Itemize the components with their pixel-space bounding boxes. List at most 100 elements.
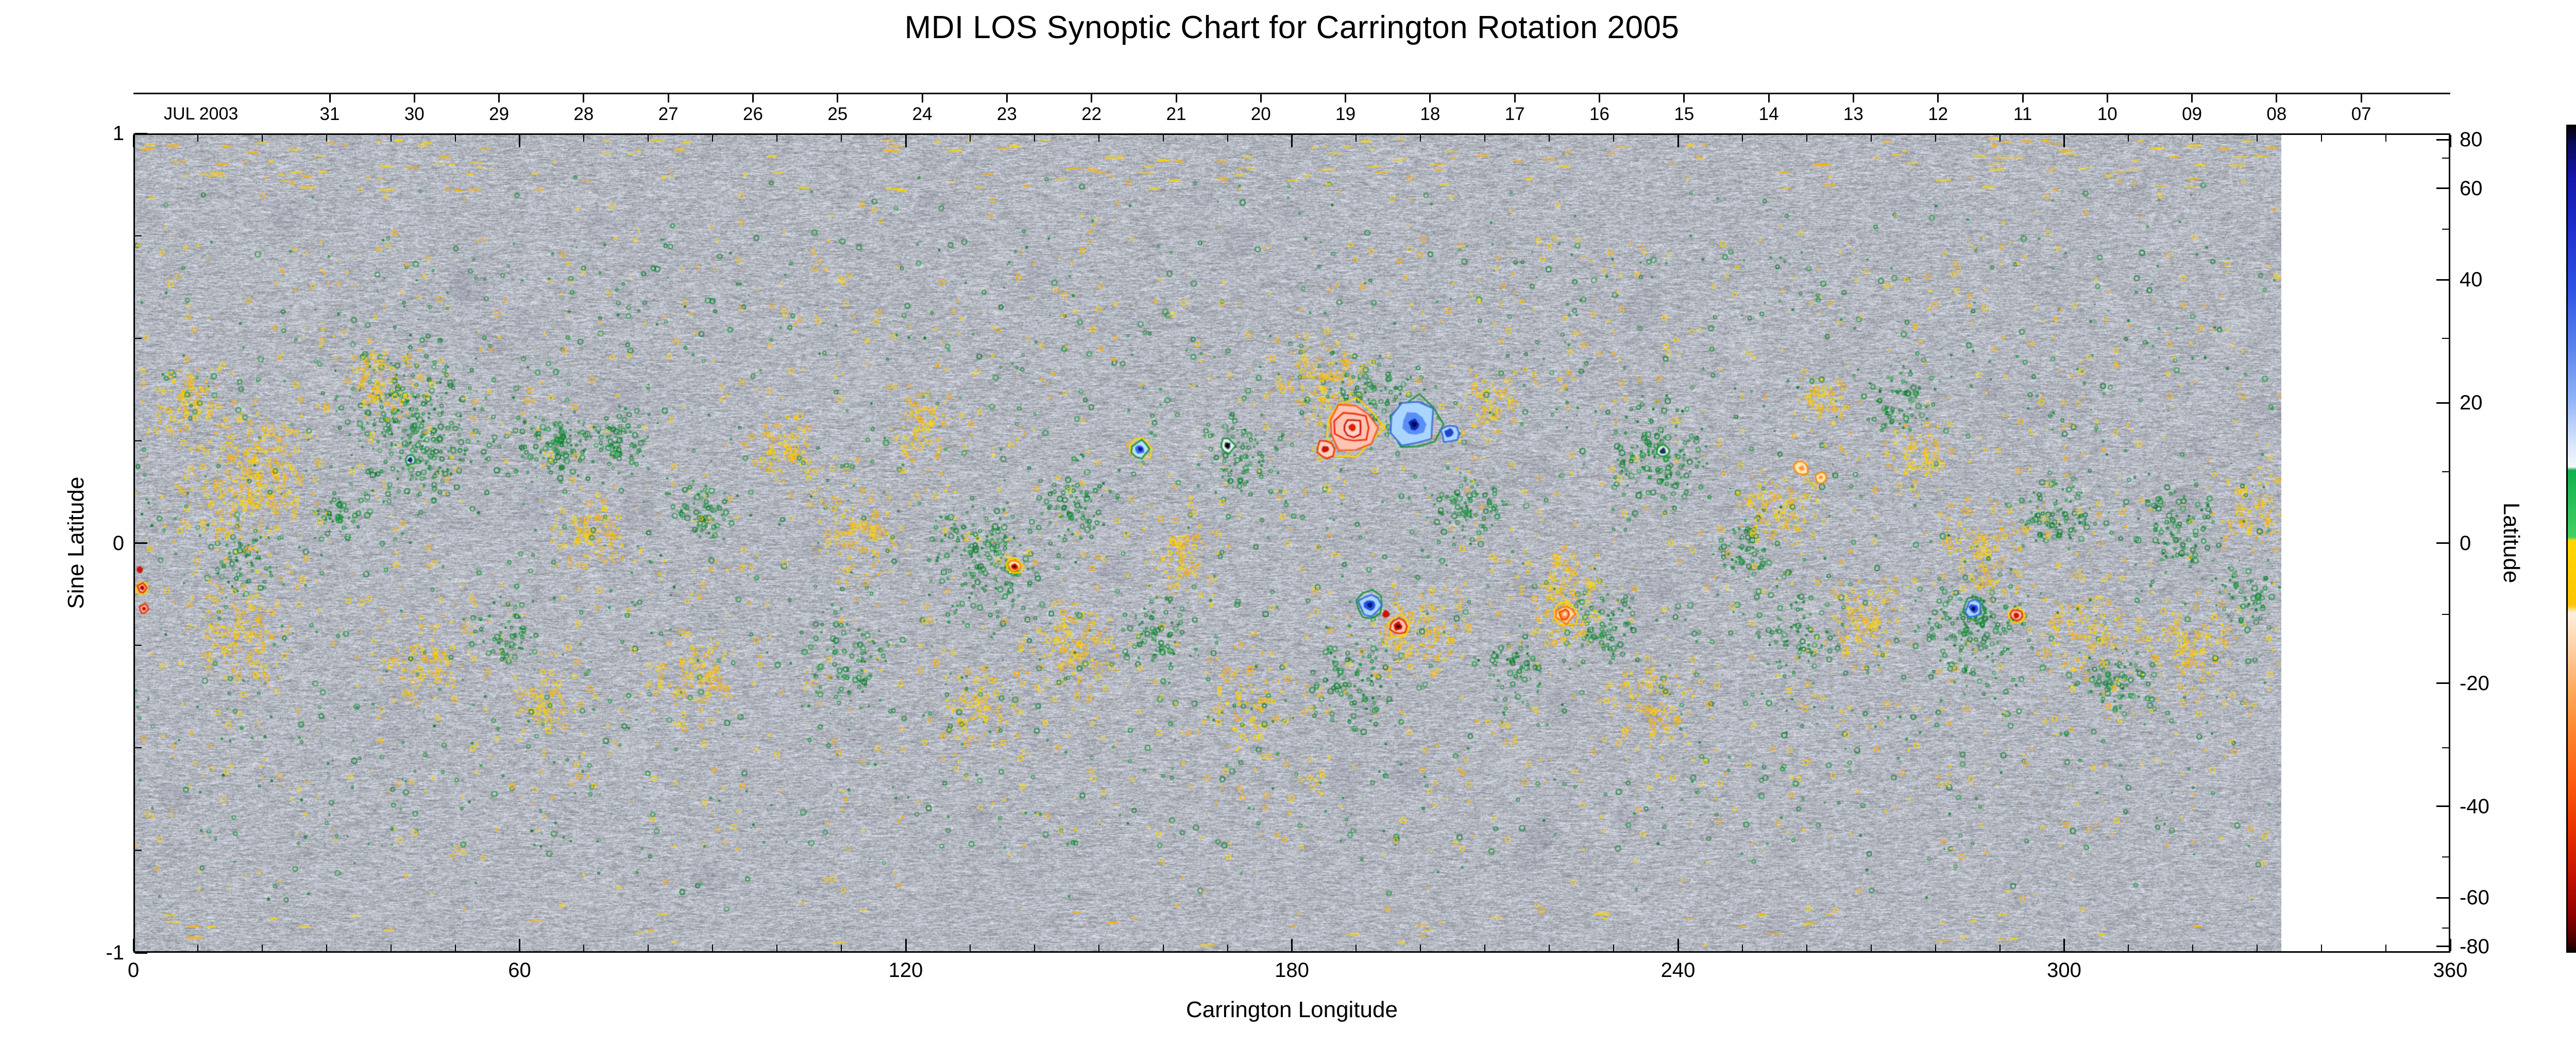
x-tick-label: 240 xyxy=(1660,959,1696,982)
x-tick-label: 60 xyxy=(508,959,531,982)
latitude-tick-label: 60 xyxy=(2460,177,2483,200)
date-tick xyxy=(2276,94,2278,102)
date-tick-label: 19 xyxy=(1335,104,1356,124)
colorbar xyxy=(2566,125,2576,953)
x-minor-tick xyxy=(841,945,842,951)
date-tick-label: 23 xyxy=(996,104,1017,124)
x-minor-tick xyxy=(648,945,649,951)
x-minor-tick xyxy=(1420,945,1421,951)
latitude-minor-tick xyxy=(2442,928,2449,929)
date-tick xyxy=(329,94,331,102)
x-minor-tick xyxy=(1999,945,2001,951)
date-tick-label: 09 xyxy=(2182,104,2202,124)
x-minor-tick-top xyxy=(1549,135,1550,142)
x-minor-tick xyxy=(1935,945,1936,951)
sine-minor-tick xyxy=(135,235,142,236)
date-tick-label: 08 xyxy=(2266,104,2287,124)
x-tick xyxy=(1677,939,1679,951)
x-minor-tick xyxy=(1162,945,1164,951)
date-tick-label: 21 xyxy=(1166,104,1187,124)
x-minor-tick-top xyxy=(648,135,649,142)
x-tick-label: 360 xyxy=(2433,959,2468,982)
x-minor-tick-top xyxy=(197,135,198,142)
date-tick xyxy=(667,94,669,102)
date-tick xyxy=(837,94,839,102)
latitude-tick-label: -20 xyxy=(2460,672,2489,695)
x-minor-tick xyxy=(1033,945,1035,951)
date-tick xyxy=(1091,94,1093,102)
latitude-tick xyxy=(2436,187,2449,190)
sine-minor-tick xyxy=(135,337,142,339)
plot-frame xyxy=(133,133,2450,953)
x-minor-tick-top xyxy=(454,135,456,142)
date-tick-label: 12 xyxy=(1928,104,1948,124)
date-tick xyxy=(1852,94,1854,102)
latitude-tick xyxy=(2436,682,2449,684)
x-minor-tick-top xyxy=(1999,135,2001,142)
date-tick-label: 29 xyxy=(489,104,510,124)
chart-title: MDI LOS Synoptic Chart for Carrington Ro… xyxy=(904,10,1680,45)
date-tick-label: 27 xyxy=(658,104,679,124)
x-minor-tick xyxy=(1227,945,1228,951)
latitude-tick-label: -40 xyxy=(2460,795,2489,818)
latitude-tick xyxy=(2436,402,2449,404)
x-tick-top xyxy=(1291,135,1293,147)
x-tick-label: 120 xyxy=(888,959,923,982)
x-minor-tick-top xyxy=(776,135,778,142)
date-tick xyxy=(1937,94,1939,102)
latitude-minor-tick xyxy=(2442,229,2449,230)
x-minor-tick-top xyxy=(583,135,585,142)
date-tick-label: 31 xyxy=(319,104,340,124)
date-tick-label: 14 xyxy=(1758,104,1779,124)
date-axis-month-label: JUL 2003 xyxy=(164,104,239,124)
sine-tick-label: 0 xyxy=(112,531,124,555)
x-minor-tick-top xyxy=(261,135,263,142)
x-minor-tick-top xyxy=(1033,135,1035,142)
date-tick xyxy=(921,94,923,102)
date-tick-label: 10 xyxy=(2097,104,2117,124)
magnetogram-map-canvas xyxy=(135,135,2281,951)
date-tick xyxy=(1006,94,1008,102)
sine-minor-tick xyxy=(135,645,142,646)
x-minor-tick-top xyxy=(2321,135,2323,142)
date-tick-label: 18 xyxy=(1420,104,1440,124)
x-minor-tick xyxy=(969,945,971,951)
date-tick-label: 15 xyxy=(1674,104,1694,124)
latitude-minor-tick xyxy=(2442,471,2449,473)
x-minor-tick-top xyxy=(326,135,327,142)
x-minor-tick xyxy=(1613,945,1615,951)
x-tick-top xyxy=(2063,135,2065,147)
x-minor-tick-top xyxy=(1613,135,1615,142)
date-tick xyxy=(1599,94,1600,102)
x-minor-tick xyxy=(2192,945,2194,951)
x-minor-tick xyxy=(1098,945,1099,951)
latitude-tick xyxy=(2436,139,2449,141)
sine-tick xyxy=(135,132,147,134)
date-tick-label: 13 xyxy=(1843,104,1863,124)
date-tick-label: 11 xyxy=(2013,104,2032,124)
x-tick xyxy=(2063,939,2065,951)
latitude-tick-label: 40 xyxy=(2460,268,2483,291)
x-minor-tick xyxy=(261,945,263,951)
latitude-tick-label: -80 xyxy=(2460,935,2489,958)
x-minor-tick xyxy=(1484,945,1486,951)
latitude-tick xyxy=(2436,805,2449,808)
x-minor-tick-top xyxy=(1741,135,1743,142)
date-tick-label: 22 xyxy=(1081,104,1102,124)
sine-minor-tick xyxy=(135,747,142,749)
date-tick-label: 25 xyxy=(827,104,848,124)
latitude-minor-tick xyxy=(2442,337,2449,339)
x-minor-tick-top xyxy=(390,135,392,142)
latitude-tick-label: -60 xyxy=(2460,886,2489,909)
date-tick-label: 16 xyxy=(1589,104,1609,124)
x-minor-tick-top xyxy=(1420,135,1421,142)
sine-tick-label: -1 xyxy=(106,941,124,964)
x-minor-tick-top xyxy=(1098,135,1099,142)
x-tick xyxy=(132,939,134,951)
x-minor-tick-top xyxy=(1935,135,1936,142)
date-tick xyxy=(1514,94,1516,102)
x-tick xyxy=(519,939,520,951)
x-tick xyxy=(2449,939,2451,951)
latitude-minor-tick xyxy=(2442,157,2449,159)
